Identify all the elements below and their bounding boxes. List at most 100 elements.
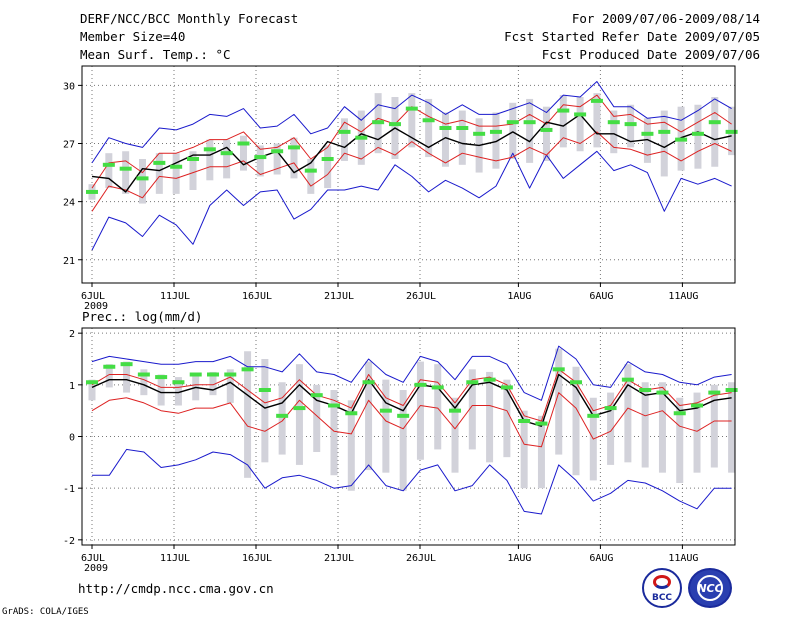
precipitation-box [209, 371, 217, 396]
precipitation-median-marker [276, 413, 289, 418]
precipitation-xtick-label: 11JUL [160, 553, 190, 564]
precipitation-median-marker [310, 393, 323, 398]
precipitation-box [503, 379, 511, 458]
precipitation-minus-sigma-line [91, 392, 732, 448]
precipitation-median-marker [483, 377, 496, 382]
temperature-box [593, 93, 601, 148]
temperature-box [307, 159, 315, 194]
temperature-median-marker [153, 160, 166, 165]
temperature-median-marker [557, 108, 570, 113]
precipitation-box [693, 392, 701, 473]
precipitation-box [244, 351, 252, 478]
precipitation-box [382, 379, 390, 473]
temperature-box [458, 110, 466, 165]
temperature-median-marker [388, 122, 401, 127]
precipitation-median-marker [258, 388, 271, 392]
temperature-box [425, 98, 433, 158]
ncc-logo-text: NCC [697, 582, 723, 595]
precipitation-median-marker [604, 406, 617, 411]
precipitation-box [416, 361, 424, 460]
temperature-ytick-label: 27 [63, 140, 75, 151]
temperature-chart: 21 24 27 30 6JUL 11JUL 16JUL 21JUL 26JUL 1AUG 6AUG… [63, 65, 738, 312]
temperature-box [324, 145, 332, 189]
precipitation-box [313, 384, 321, 452]
temperature-ytick-label: 24 [63, 198, 75, 209]
precipitation-box [105, 364, 113, 388]
temperature-max-line [91, 81, 732, 164]
precipitation-xtick-label: 16JUL [242, 553, 272, 564]
temperature-xtick-label: 16JUL [242, 291, 272, 302]
temperature-median-marker [170, 164, 183, 169]
temperature-box [172, 153, 180, 194]
temperature-median-marker [405, 106, 418, 111]
precipitation-median-marker [172, 380, 185, 385]
temperature-median-marker [489, 129, 502, 134]
precipitation-median-marker [431, 385, 444, 390]
precipitation-median-marker [155, 375, 168, 380]
temperature-median-marker [271, 149, 284, 154]
temperature-median-marker [338, 129, 351, 134]
temperature-median-marker [574, 112, 587, 117]
precipitation-max-line [91, 345, 732, 401]
precipitation-box [123, 361, 131, 393]
temperature-median-marker [372, 120, 385, 125]
temperature-median-marker [523, 120, 536, 125]
temperature-median-marker [473, 131, 486, 136]
temperature-year-label: 2009 [84, 301, 108, 312]
precipitation-ytick-label: -1 [63, 484, 75, 495]
precipitation-median-marker [466, 380, 479, 385]
precipitation-box [607, 392, 615, 465]
temperature-median-marker [355, 135, 368, 140]
temperature-box [239, 135, 247, 171]
temperature-median-marker [506, 120, 519, 125]
temperature-median-marker [725, 129, 738, 134]
precipitation-xtick-label: 1AUG [507, 553, 531, 564]
precipitation-box [88, 379, 96, 401]
bcc-logo-swirl-icon [653, 575, 671, 589]
precipitation-ytick-label: 0 [69, 433, 75, 444]
precipitation-xtick-label: 11AUG [668, 553, 698, 564]
precipitation-min-line [92, 448, 732, 515]
precipitation-median-marker [414, 382, 427, 387]
bcc-logo-text: BCC [651, 593, 673, 603]
precipitation-box [537, 415, 545, 489]
precipitation-box [658, 382, 666, 473]
precipitation-xtick-label: 6JUL [81, 553, 105, 564]
precipitation-median-marker [137, 372, 150, 377]
chart-title: DERF/NCC/BCC Monthly Forecast [80, 11, 299, 26]
temperature-median-marker [220, 151, 233, 156]
precipitation-median-marker [708, 390, 721, 395]
precipitation-xtick-label: 26JUL [406, 553, 436, 564]
precipitation-box [278, 382, 286, 455]
precipitation-xtick-label: 21JUL [324, 553, 354, 564]
precipitation-ytick-label: -2 [63, 536, 75, 547]
temperature-xtick-label: 26JUL [406, 291, 436, 302]
precipitation-box [226, 369, 234, 403]
precipitation-box [451, 397, 459, 473]
precipitation-box [330, 390, 338, 476]
temperature-box [189, 151, 197, 190]
temperature-median-marker [675, 137, 688, 142]
precipitation-box [555, 348, 563, 455]
temperature-box [223, 139, 231, 179]
temperature-box [559, 95, 567, 148]
temperature-xtick-label: 1AUG [507, 291, 531, 302]
temperature-median-marker [422, 118, 435, 123]
precipitation-box [728, 382, 736, 473]
temperature-xtick-label: 11JUL [160, 291, 190, 302]
source-url[interactable]: http://cmdp.ncc.cma.gov.cn [78, 581, 274, 596]
temperature-median-marker [658, 129, 671, 134]
temperature-ytick-label: 21 [63, 256, 75, 267]
forecast-started-date: Fcst Started Refer Date 2009/07/05 [504, 29, 760, 44]
ncc-logo: NCC [688, 568, 732, 608]
temperature-median-marker [456, 126, 469, 130]
precipitation-ytick-label: 2 [69, 329, 75, 340]
precipitation-box [486, 371, 494, 463]
precipitation-median-marker [691, 403, 704, 408]
precipitation-box [295, 364, 303, 465]
precipitation-box [261, 359, 269, 463]
forecast-period: For 2009/07/06-2009/08/14 [571, 11, 760, 26]
precipitation-plus-sigma-line [91, 368, 732, 422]
